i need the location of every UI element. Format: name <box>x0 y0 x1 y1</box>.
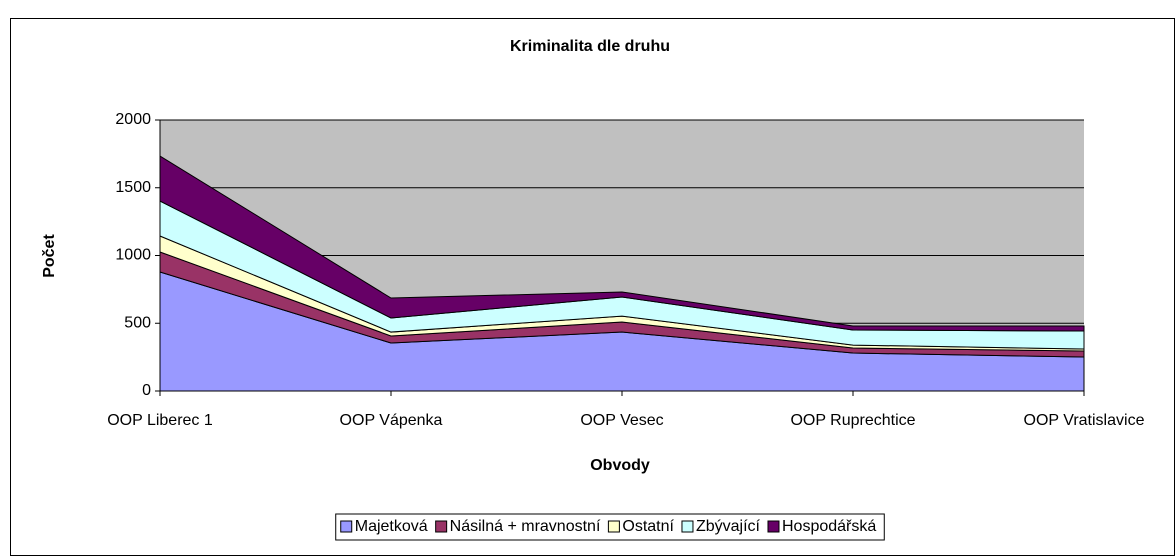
legend-swatch <box>340 520 353 533</box>
y-tick-label: 2000 <box>115 111 151 128</box>
legend-swatch <box>681 520 694 533</box>
legend-label: Hospodářská <box>782 518 876 535</box>
legend-swatch <box>767 520 780 533</box>
x-tick-label: OOP Ruprechtice <box>790 412 915 429</box>
chart-title: Kriminalita dle druhu <box>510 38 670 55</box>
legend-label: Ostatní <box>622 518 674 535</box>
legend: Majetková Násilná + mravnostní Ostatní Zbýv… <box>335 513 885 541</box>
legend-swatch <box>607 520 620 533</box>
legend-swatch <box>435 520 448 533</box>
x-tick-label: OOP Vápenka <box>340 412 443 429</box>
x-tick-label: OOP Liberec 1 <box>107 412 213 429</box>
area <box>159 155 1085 332</box>
legend-label: Majetková <box>355 518 428 535</box>
y-tick-label: 0 <box>142 382 151 399</box>
legend-label: Zbývající <box>696 518 761 535</box>
x-tick-label: OOP Vratislavice <box>1024 412 1145 429</box>
x-axis-label: Obvody <box>590 457 650 474</box>
y-axis-label: Počet <box>41 234 58 278</box>
legend-label: Násilná + mravnostní <box>450 518 601 535</box>
y-tick-label: 500 <box>124 314 151 331</box>
y-tick-label: 1000 <box>115 247 151 264</box>
x-tick-label: OOP Vesec <box>580 412 663 429</box>
y-tick-label: 1500 <box>115 179 151 196</box>
